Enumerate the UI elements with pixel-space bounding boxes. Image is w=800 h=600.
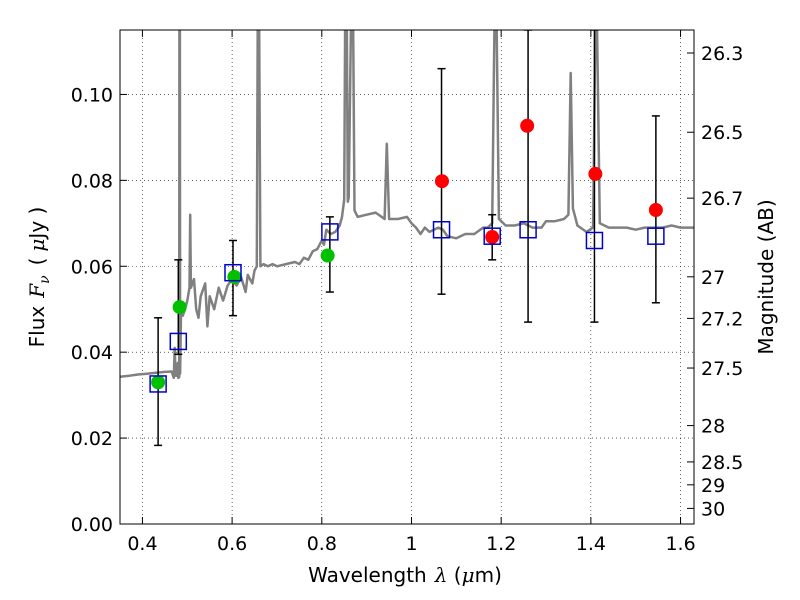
y-tick-label: 0.06 [71,256,113,278]
y2-tick-label: 26.3 [701,43,743,65]
green-point [172,300,187,315]
y2-tick-label: 28 [701,416,725,438]
grid [120,30,694,525]
blue-point [483,227,501,245]
x-tick-label: 1.2 [486,533,516,555]
y-tick-label: 0.10 [71,84,113,106]
blue-point [519,220,537,239]
y-axis-label: Flux [25,306,49,348]
x-axis-symbol: λ [434,563,448,587]
green-point [151,375,166,390]
y-axis-unit-close: Jy ) [25,207,49,241]
green-point [320,248,335,263]
y2-tick-label: 28.5 [701,452,743,474]
blue-point [321,223,339,241]
plot-area [120,30,694,447]
spectrum-line [120,30,694,380]
blue-point [149,375,167,393]
blue-point [169,332,188,351]
x-tick-label: 1 [405,533,417,555]
y-axis-unit-mu: μ [25,239,49,252]
red-point [520,118,535,133]
y2-tick-label: 27.2 [701,308,743,330]
x-axis-unit-open: ( [447,563,461,587]
green-point [227,270,242,284]
x-tick-label: 1.6 [665,533,695,555]
x-axis-unit-close: m) [475,563,502,587]
axis-ticks: 0.4 0.6 0.8 1 1.2 1.4 1.6 0.00 0.02 0.04 0.06 0.08 0… [71,30,743,555]
blue-point [224,263,242,282]
blue-point [585,231,604,250]
blue-point [647,227,665,245]
x-tick-label: 0.8 [307,533,337,555]
red-point [588,166,603,181]
blue-point [432,220,451,239]
y-axis-symbol: F [25,283,49,299]
x-axis-label: Wavelength [308,563,427,587]
plot-frame [119,29,695,525]
y-tick-label: 0.02 [71,428,113,450]
y-axis-subscript: ν [37,275,53,284]
red-point [434,174,449,189]
y2-axis-title: Magnitude (AB) [754,199,778,354]
y-axis-title: Flux Fν ( μJy ) [25,207,53,348]
x-axis-unit-mu: μ [462,563,475,587]
y2-tick-label: 30 [701,498,725,520]
y2-tick-label: 27 [701,267,725,289]
red-point [648,202,663,217]
y-tick-label: 0.00 [71,514,113,536]
y2-tick-label: 26.5 [701,122,743,144]
y-axis-unit-open: ( [25,258,49,266]
y2-tick-label: 29 [701,475,725,497]
x-axis-title: Wavelength λ (μm) [308,563,502,587]
x-tick-label: 0.6 [217,533,247,555]
y2-tick-label: 27.5 [701,358,743,380]
red-point [485,230,500,245]
y2-tick-label: 26.7 [701,188,743,210]
y-tick-label: 0.08 [71,170,113,192]
x-tick-label: 1.4 [576,533,606,555]
x-tick-label: 0.4 [127,533,157,555]
y-tick-label: 0.04 [71,342,113,364]
